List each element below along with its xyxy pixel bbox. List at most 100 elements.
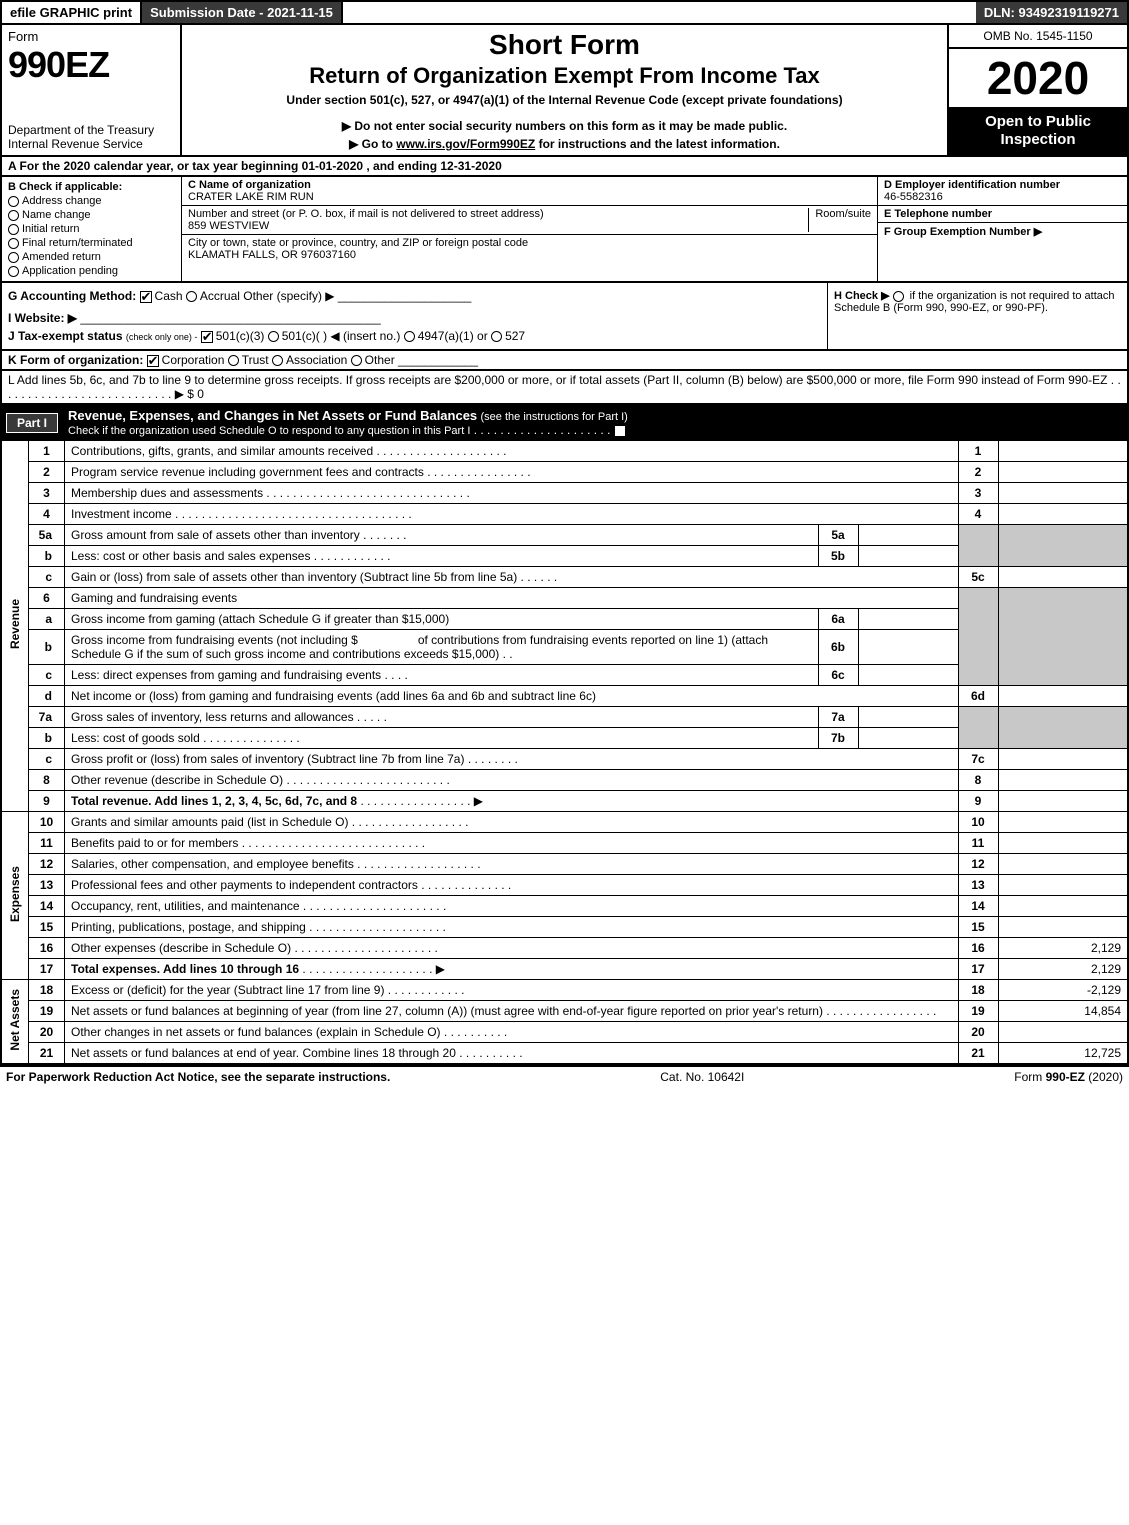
table-row: 16 Other expenses (describe in Schedule … bbox=[1, 938, 1128, 959]
val-6c bbox=[858, 665, 958, 686]
chk-4947[interactable] bbox=[404, 331, 415, 342]
goto-post: for instructions and the latest informat… bbox=[535, 137, 780, 151]
section-d: D Employer identification number 46-5582… bbox=[877, 177, 1127, 281]
open-to-public: Open to Public Inspection bbox=[949, 107, 1127, 155]
goto-line: ▶ Go to www.irs.gov/Form990EZ for instru… bbox=[190, 137, 939, 151]
phone-label: E Telephone number bbox=[884, 208, 1121, 220]
dln-label: DLN: 93492319119271 bbox=[976, 2, 1127, 23]
table-row: 3 Membership dues and assessments . . . … bbox=[1, 483, 1128, 504]
gh-block: G Accounting Method: Cash Accrual Other … bbox=[0, 283, 1129, 351]
chk-527[interactable] bbox=[491, 331, 502, 342]
table-row: 6 Gaming and fundraising events bbox=[1, 588, 1128, 609]
top-bar: efile GRAPHIC print Submission Date - 20… bbox=[0, 0, 1129, 25]
val-18: -2,129 bbox=[998, 980, 1128, 1001]
goto-pre: ▶ Go to bbox=[349, 137, 396, 151]
val-15 bbox=[998, 917, 1128, 938]
street-label: Number and street (or P. O. box, if mail… bbox=[188, 208, 802, 220]
chk-association[interactable] bbox=[272, 355, 283, 366]
chk-initial-return[interactable]: Initial return bbox=[8, 223, 175, 235]
part1-checkline: Check if the organization used Schedule … bbox=[68, 425, 470, 437]
chk-other-org[interactable] bbox=[351, 355, 362, 366]
table-row: Revenue 1 Contributions, gifts, grants, … bbox=[1, 441, 1128, 462]
chk-final-return[interactable]: Final return/terminated bbox=[8, 237, 175, 249]
part1-header: Part I Revenue, Expenses, and Changes in… bbox=[0, 405, 1129, 440]
l-amount: ▶ $ 0 bbox=[175, 387, 204, 401]
room-suite-label: Room/suite bbox=[808, 208, 871, 232]
val-7c bbox=[998, 749, 1128, 770]
expenses-side-label: Expenses bbox=[1, 812, 29, 980]
chk-501c[interactable] bbox=[268, 331, 279, 342]
under-section: Under section 501(c), 527, or 4947(a)(1)… bbox=[190, 93, 939, 107]
table-row: 8 Other revenue (describe in Schedule O)… bbox=[1, 770, 1128, 791]
form-header: Form 990EZ Department of the Treasury In… bbox=[0, 25, 1129, 157]
table-row: 2 Program service revenue including gove… bbox=[1, 462, 1128, 483]
val-7a bbox=[858, 707, 958, 728]
part1-sub: (see the instructions for Part I) bbox=[481, 411, 628, 423]
efile-label[interactable]: efile GRAPHIC print bbox=[2, 2, 142, 23]
do-not-enter: ▶ Do not enter social security numbers o… bbox=[190, 119, 939, 133]
val-4 bbox=[998, 504, 1128, 525]
table-row: 21 Net assets or fund balances at end of… bbox=[1, 1043, 1128, 1065]
chk-schedule-o[interactable] bbox=[614, 425, 626, 437]
table-row: Expenses 10 Grants and similar amounts p… bbox=[1, 812, 1128, 833]
table-row: 19 Net assets or fund balances at beginn… bbox=[1, 1001, 1128, 1022]
top-spacer bbox=[343, 2, 976, 23]
k-label: K Form of organization: bbox=[8, 353, 143, 367]
submission-date: Submission Date - 2021-11-15 bbox=[142, 2, 343, 23]
department: Department of the Treasury Internal Reve… bbox=[8, 123, 174, 151]
chk-address-change[interactable]: Address change bbox=[8, 195, 175, 207]
chk-h[interactable] bbox=[893, 291, 904, 302]
h-label: H Check ▶ bbox=[834, 290, 890, 302]
chk-amended-return[interactable]: Amended return bbox=[8, 251, 175, 263]
val-9 bbox=[998, 791, 1128, 812]
table-row: c Gross profit or (loss) from sales of i… bbox=[1, 749, 1128, 770]
table-row: 13 Professional fees and other payments … bbox=[1, 875, 1128, 896]
table-row: 5a Gross amount from sale of assets othe… bbox=[1, 525, 1128, 546]
form-word: Form bbox=[8, 29, 174, 44]
val-6a bbox=[858, 609, 958, 630]
chk-application-pending[interactable]: Application pending bbox=[8, 265, 175, 277]
chk-cash[interactable] bbox=[140, 291, 152, 303]
val-5a bbox=[858, 525, 958, 546]
val-11 bbox=[998, 833, 1128, 854]
ein-row: D Employer identification number 46-5582… bbox=[878, 177, 1127, 206]
city-label: City or town, state or province, country… bbox=[188, 237, 528, 249]
chk-accrual[interactable] bbox=[186, 291, 197, 302]
org-name-row: C Name of organization CRATER LAKE RIM R… bbox=[182, 177, 877, 206]
section-b: B Check if applicable: Address change Na… bbox=[2, 177, 182, 281]
val-14 bbox=[998, 896, 1128, 917]
org-name: CRATER LAKE RIM RUN bbox=[188, 191, 314, 203]
revenue-side-label: Revenue bbox=[1, 441, 29, 812]
city: KLAMATH FALLS, OR 976037160 bbox=[188, 249, 528, 261]
chk-trust[interactable] bbox=[228, 355, 239, 366]
dept-irs: Internal Revenue Service bbox=[8, 137, 174, 151]
street-row: Number and street (or P. O. box, if mail… bbox=[182, 206, 877, 235]
val-5b bbox=[858, 546, 958, 567]
val-13 bbox=[998, 875, 1128, 896]
chk-corporation[interactable] bbox=[147, 355, 159, 367]
c-name-label: C Name of organization bbox=[188, 179, 314, 191]
table-row: 17 Total expenses. Add lines 10 through … bbox=[1, 959, 1128, 980]
i-label: I Website: ▶ bbox=[8, 311, 77, 325]
k-line: K Form of organization: Corporation Trus… bbox=[0, 351, 1129, 371]
val-6b bbox=[858, 630, 958, 665]
part1-label: Part I bbox=[6, 413, 58, 433]
table-row: 15 Printing, publications, postage, and … bbox=[1, 917, 1128, 938]
val-17: 2,129 bbox=[998, 959, 1128, 980]
header-right: OMB No. 1545-1150 2020 Open to Public In… bbox=[947, 25, 1127, 155]
goto-link[interactable]: www.irs.gov/Form990EZ bbox=[396, 137, 535, 151]
val-5c bbox=[998, 567, 1128, 588]
omb-number: OMB No. 1545-1150 bbox=[949, 25, 1127, 49]
short-form-title: Short Form bbox=[190, 29, 939, 61]
table-row: 14 Occupancy, rent, utilities, and maint… bbox=[1, 896, 1128, 917]
section-a: A For the 2020 calendar year, or tax yea… bbox=[0, 157, 1129, 177]
l-text: L Add lines 5b, 6c, and 7b to line 9 to … bbox=[8, 373, 1107, 387]
ein-label: D Employer identification number bbox=[884, 179, 1121, 191]
chk-name-change[interactable]: Name change bbox=[8, 209, 175, 221]
val-10 bbox=[998, 812, 1128, 833]
table-row: d Net income or (loss) from gaming and f… bbox=[1, 686, 1128, 707]
chk-501c3[interactable] bbox=[201, 331, 213, 343]
table-row: 9 Total revenue. Add lines 1, 2, 3, 4, 5… bbox=[1, 791, 1128, 812]
section-c: C Name of organization CRATER LAKE RIM R… bbox=[182, 177, 877, 281]
ein-value: 46-5582316 bbox=[884, 191, 1121, 203]
